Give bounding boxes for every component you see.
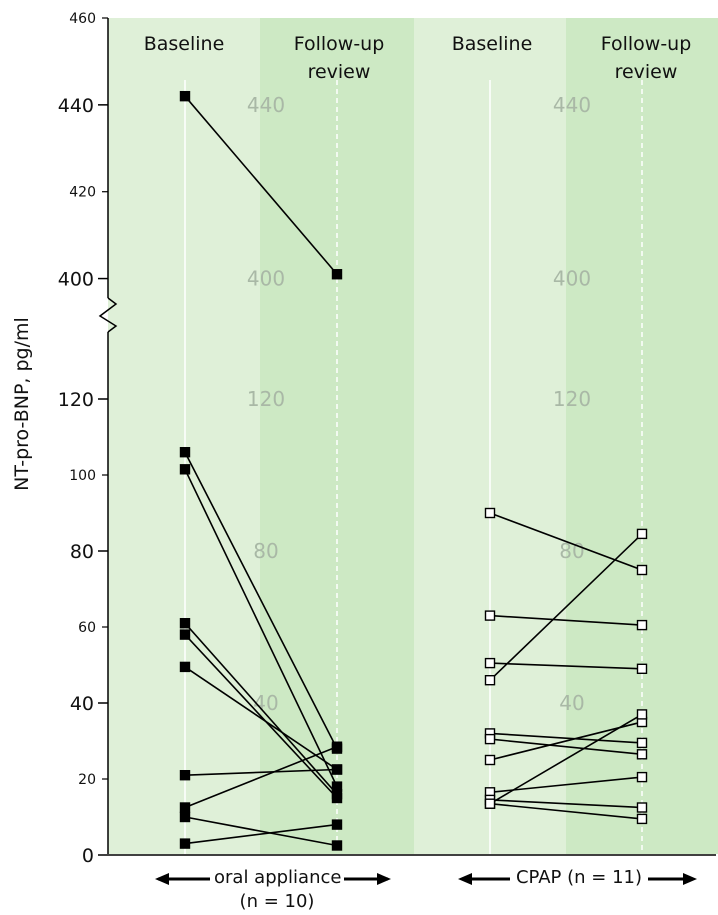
axis-break-mark [98,297,118,333]
marker-followup-1-4 [636,737,648,749]
marker-baseline-0-8 [179,811,191,823]
subject-line-0-8 [184,816,338,847]
arrow-cpap-left-head [458,873,472,885]
subject-line-1-8 [489,799,643,809]
arrow-oral-right-head [377,873,391,885]
subject-line-0-9 [184,823,338,845]
panel-oral-baseline-bg [108,18,260,854]
marker-baseline-0-3 [179,618,191,629]
header-cpap-followup: Follow-up review [600,33,692,83]
marker-baseline-1-5 [484,733,496,745]
marker-followup-0-4 [331,792,343,804]
y-tick-label-80: 80 [70,541,94,563]
marker-baseline-1-10 [484,798,496,809]
subject-line-0-7 [184,745,338,809]
subject-line-0-6 [184,768,338,776]
marker-followup-0-6 [331,764,343,775]
y-tick-label-420: 420 [69,185,96,201]
subject-line-1-3 [489,533,643,681]
subject-line-1-7 [489,776,643,794]
watermark-tick-40: 40 [559,691,584,715]
y-tick-label-20: 20 [78,772,96,788]
subject-line-1-4 [489,732,643,744]
y-tick-label-460: 460 [69,11,96,27]
marker-followup-1-2 [636,663,648,674]
watermark-tick-440: 440 [553,93,591,117]
y-tick-label-0: 0 [82,845,94,867]
marker-followup-1-10 [636,709,648,720]
subject-line-1-10 [489,713,643,805]
marker-followup-1-5 [636,749,648,760]
header-cpap-baseline: Baseline [451,33,533,55]
marker-baseline-0-2 [179,464,191,475]
marker-baseline-0-1 [179,447,191,458]
header-oral-baseline: Baseline [143,33,225,55]
watermark-tick-120: 120 [553,387,591,411]
marker-baseline-0-0 [179,90,191,102]
watermark-tick-400: 400 [553,267,591,291]
y-tick-label-100: 100 [69,468,96,484]
marker-baseline-1-1 [484,610,496,621]
marker-followup-1-7 [636,771,648,783]
subject-line-0-0 [184,95,338,275]
subject-line-1-2 [489,662,643,670]
marker-followup-1-1 [636,619,648,631]
data-series [179,90,648,851]
panel-backgrounds [108,18,718,854]
marker-baseline-0-7 [179,802,191,813]
y-axis: 0 40 80 120 400 440 20 60 100 420 460 [58,11,716,867]
watermark-tick-40: 40 [253,691,278,715]
arrow-cpap-right-head [683,873,697,885]
marker-baseline-0-4 [179,629,191,640]
watermark-tick-80: 80 [559,539,584,563]
watermark-tick-labels: 40 80 120 400 440 40 80 120 400 440 [247,93,591,715]
subject-line-1-1 [489,614,643,626]
marker-followup-0-7 [331,741,343,752]
header-oral-followup: Follow-up review [293,33,385,83]
marker-followup-0-9 [331,819,343,830]
marker-baseline-0-6 [179,770,191,781]
subject-line-1-5 [489,738,643,756]
subject-line-1-0 [489,512,643,571]
y-tick-label-400: 400 [58,269,94,291]
marker-followup-0-8 [331,840,343,851]
marker-followup-1-3 [636,528,648,540]
subject-line-1-6 [489,721,643,761]
subject-line-0-1 [184,451,338,749]
y-tick-label-60: 60 [78,620,96,636]
marker-baseline-1-3 [484,675,496,686]
subject-line-1-9 [489,802,643,820]
marker-baseline-1-0 [484,507,496,519]
watermark-tick-400: 400 [247,267,285,291]
y-tick-label-40: 40 [70,693,94,715]
subject-line-0-2 [184,468,338,787]
marker-followup-1-8 [636,802,648,813]
watermark-tick-80: 80 [253,539,278,563]
marker-baseline-1-2 [484,657,496,669]
marker-followup-1-9 [636,813,648,825]
marker-followup-0-0 [331,269,343,280]
subject-line-0-3 [184,622,338,795]
marker-baseline-0-9 [179,838,191,849]
y-axis-label: NT-pro-BNP, pg/ml [11,317,33,491]
group-label-oral: oral appliance [210,866,344,890]
marker-baseline-1-6 [484,754,496,766]
watermark-tick-440: 440 [247,93,285,117]
marker-followup-1-0 [636,564,648,576]
arrow-oral-left-head [155,873,169,885]
subject-line-0-5 [184,666,338,771]
watermark-tick-120: 120 [247,387,285,411]
y-tick-label-440: 440 [58,95,94,117]
marker-baseline-0-5 [179,661,191,673]
group-n-oral: (n = 10) [210,890,344,914]
group-label-cpap: CPAP (n = 11) [510,866,648,890]
y-tick-label-120: 120 [58,389,94,411]
